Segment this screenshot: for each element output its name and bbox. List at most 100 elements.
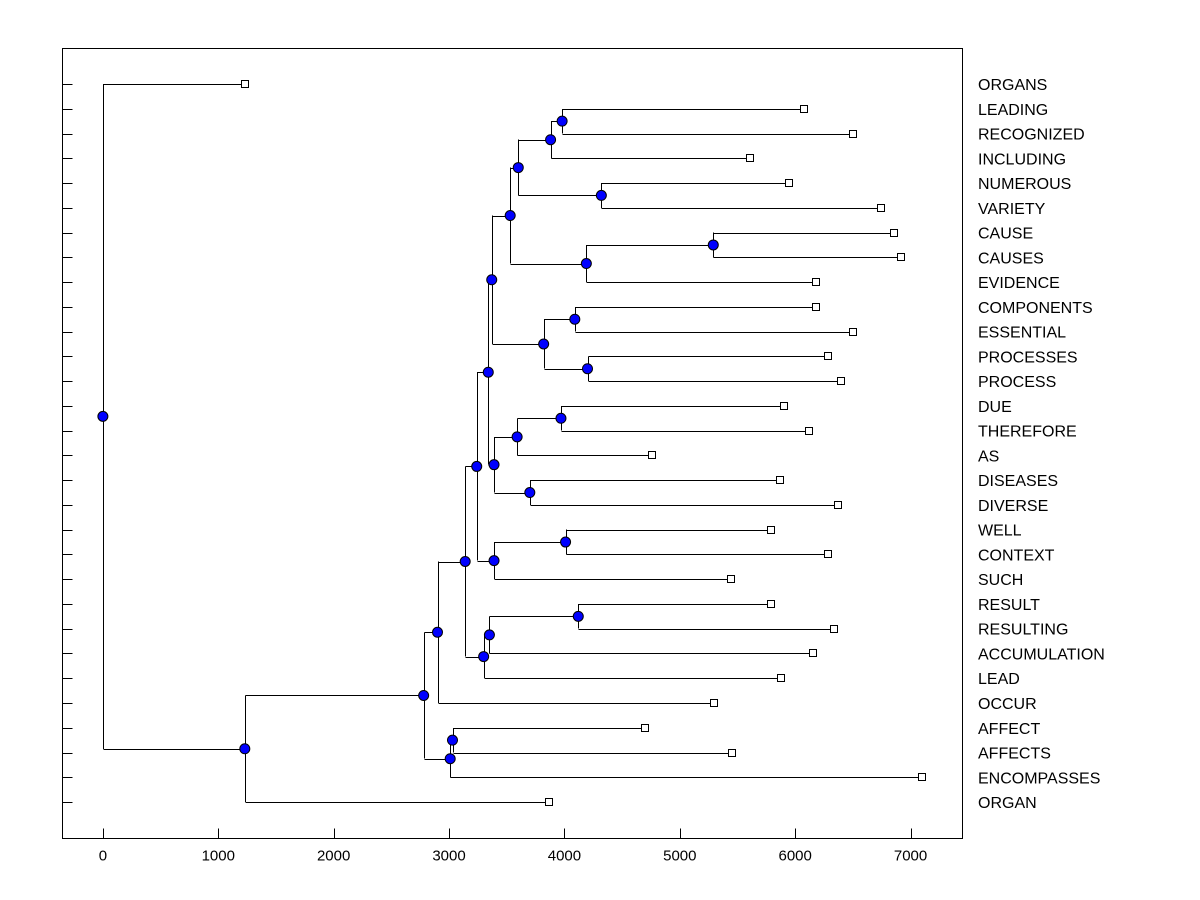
leaf-label: VARIETY: [978, 201, 1046, 218]
leaf-label: AFFECTS: [978, 746, 1051, 763]
merge-node: [582, 363, 593, 375]
leaf-marker: [800, 105, 808, 113]
leaf-marker: [728, 749, 736, 757]
leaf-label: CAUSE: [978, 226, 1033, 243]
merge-node: [432, 626, 443, 638]
leaf-label: OCCUR: [978, 696, 1037, 713]
merge-node: [486, 274, 498, 286]
leaf-label: ESSENTIAL: [978, 325, 1066, 342]
leaf-marker: [809, 649, 817, 657]
leaf-label: PROCESSES: [978, 349, 1078, 366]
leaf-marker: [805, 427, 813, 435]
leaf-marker: [767, 600, 775, 608]
leaf-label: EVIDENCE: [978, 275, 1060, 292]
merge-node: [418, 689, 430, 701]
merge-node: [545, 134, 557, 146]
merge-node: [707, 239, 719, 251]
leaf-marker: [890, 229, 898, 237]
leaf-marker: [746, 154, 754, 162]
merge-node: [447, 734, 458, 746]
leaf-labels: ORGANS LEADING RECOGNIZED INCLUDING NUMEROUS…: [978, 77, 1105, 812]
merge-node: [595, 189, 607, 201]
merge-nodes: [97, 115, 719, 765]
leaf-label: NUMEROUS: [978, 176, 1071, 193]
merge-node: [572, 610, 584, 622]
leaf-label: CONTEXT: [978, 547, 1055, 564]
y-tick-marks: [62, 84, 73, 803]
leaf-label: RESULT: [978, 597, 1040, 614]
leaf-marker: [830, 625, 838, 633]
leaf-label: SUCH: [978, 572, 1023, 589]
leaf-marker: [648, 451, 656, 459]
leaf-label: PROCESS: [978, 374, 1056, 391]
merge-node: [97, 410, 109, 422]
leaf-marker: [877, 204, 885, 212]
merge-node: [504, 210, 516, 222]
x-tick-label: 6000: [779, 848, 812, 865]
merge-node: [560, 536, 572, 548]
x-tick-label: 4000: [548, 848, 581, 865]
leaf-marker: [545, 798, 553, 806]
leaf-label: CAUSES: [978, 250, 1044, 267]
leaf-marker: [824, 550, 832, 558]
merge-node: [488, 459, 500, 471]
leaf-label: DISEASES: [978, 473, 1058, 490]
leaf-label: ORGANS: [978, 77, 1047, 94]
leaf-label: WELL: [978, 523, 1022, 540]
leaf-marker: [918, 773, 926, 781]
leaf-marker: [812, 278, 820, 286]
leaf-marker: [834, 501, 842, 509]
leaf-marker: [727, 575, 735, 583]
leaf-label: DIVERSE: [978, 498, 1048, 515]
leaf-label: RESULTING: [978, 622, 1068, 639]
leaf-marker: [777, 674, 785, 682]
leaf-label: INCLUDING: [978, 151, 1066, 168]
leaf-marker: [641, 724, 649, 732]
x-tick-label: 5000: [663, 848, 696, 865]
leaf-label: LEADING: [978, 102, 1048, 119]
merge-node: [483, 629, 495, 641]
merge-node: [538, 338, 550, 350]
leaf-label: DUE: [978, 399, 1012, 416]
leaf-marker: [849, 130, 857, 138]
leaf-label: ENCOMPASSES: [978, 770, 1100, 787]
leaf-marker: [767, 526, 775, 534]
leaf-marker: [812, 303, 820, 311]
leaf-marker: [780, 402, 788, 410]
leaf-marker: [241, 80, 249, 88]
leaf-marker: [710, 699, 718, 707]
merge-node: [459, 556, 471, 568]
leaf-label: RECOGNIZED: [978, 127, 1085, 144]
leaf-label: LEAD: [978, 671, 1020, 688]
plot-frame: [62, 48, 963, 839]
merge-node: [511, 431, 523, 443]
merge-node: [239, 743, 251, 755]
leaf-markers: [241, 80, 926, 806]
merge-node: [555, 412, 567, 424]
leaf-marker: [785, 179, 793, 187]
x-tick-label: 7000: [894, 848, 927, 865]
x-axis: 0 1000 2000 3000 4000 5000 6000 7000: [99, 828, 927, 865]
leaf-label: AFFECT: [978, 721, 1040, 738]
merge-node: [524, 487, 536, 499]
merge-node: [488, 555, 500, 567]
merge-node: [482, 366, 494, 378]
leaf-label: ACCUMULATION: [978, 646, 1105, 663]
x-tick-label: 0: [99, 848, 107, 865]
merge-node: [478, 651, 490, 663]
leaf-label: AS: [978, 448, 999, 465]
leaf-marker: [849, 328, 857, 336]
x-tick-label: 1000: [202, 848, 235, 865]
leaf-marker: [824, 352, 832, 360]
leaf-marker: [776, 476, 784, 484]
leaf-marker: [897, 253, 905, 261]
merge-node: [569, 313, 581, 325]
leaf-label: ORGAN: [978, 795, 1037, 812]
merge-node: [471, 460, 483, 472]
leaf-label: THEREFORE: [978, 424, 1077, 441]
merge-node: [512, 162, 524, 174]
merge-node: [556, 115, 568, 127]
branches: [103, 84, 923, 803]
leaf-label: COMPONENTS: [978, 300, 1093, 317]
